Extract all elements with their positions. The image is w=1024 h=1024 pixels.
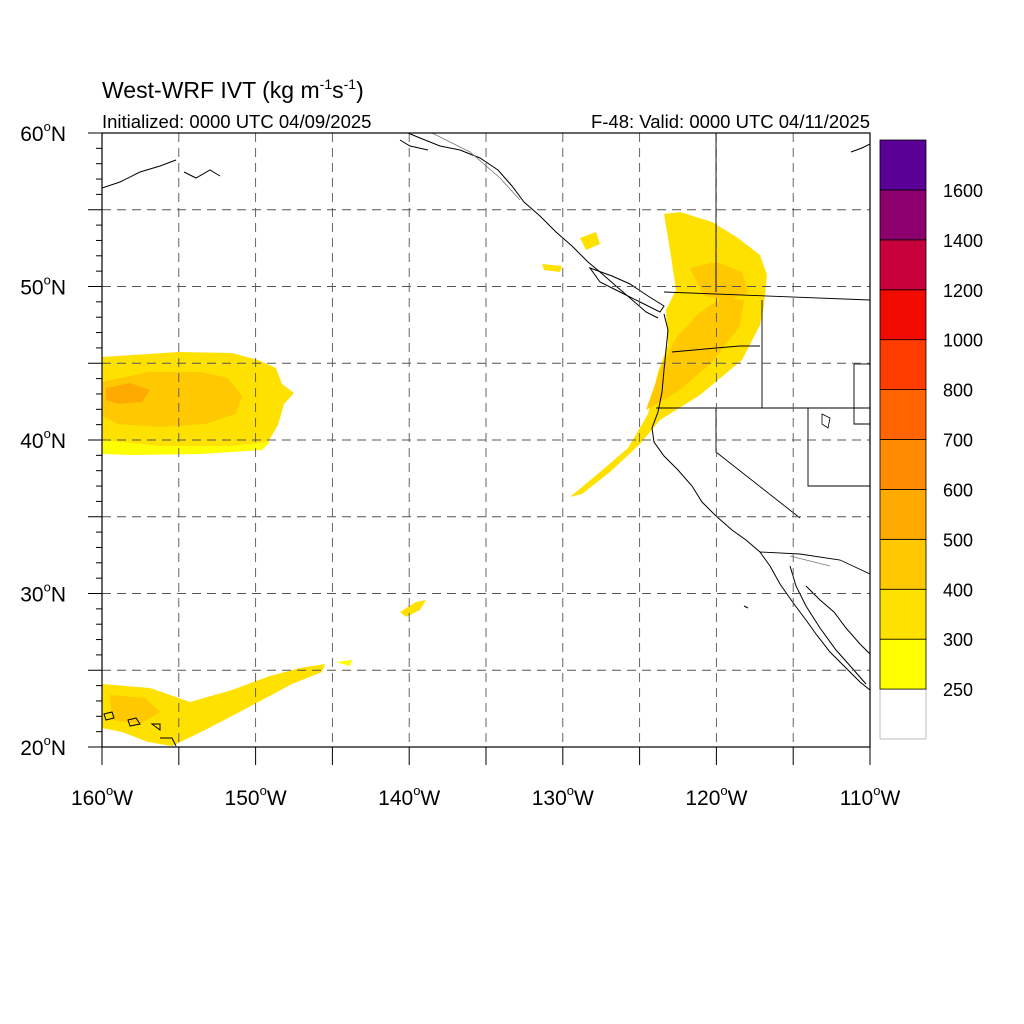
latitude-labels: 60oN 50oN 40oN 30oN 20oN (20, 119, 66, 760)
ivt-shading (102, 212, 767, 746)
colorbar-label: 600 (943, 480, 973, 500)
colorbar-label: 1200 (943, 281, 983, 301)
colorbar-swatch (879, 489, 927, 540)
colorbar-label: 700 (943, 431, 973, 451)
ivt-region-atmospheric-river-core-north (690, 262, 748, 300)
colorbar-label: 400 (943, 580, 973, 600)
ivt-region-small-plume-2 (580, 232, 600, 250)
ivt-region-small-plume-1 (400, 600, 426, 617)
colorbar-swatch (879, 638, 927, 690)
colorbar-swatch (879, 339, 927, 390)
longitude-label: 120oW (685, 783, 747, 810)
latitude-label: 30oN (20, 580, 66, 607)
colorbar-label: 250 (943, 680, 973, 700)
longitude-label: 110oW (840, 783, 901, 810)
colorbar-swatch (879, 139, 927, 191)
colorbar-label: 300 (943, 630, 973, 650)
graticule (102, 133, 870, 747)
longitude-label: 150oW (225, 783, 287, 810)
latitude-label: 50oN (20, 273, 66, 300)
colorbar-swatch (879, 289, 927, 341)
valid-time: F-48: Valid: 0000 UTC 04/11/2025 (591, 111, 870, 132)
colorbar-label: 1000 (943, 331, 983, 351)
colorbar-swatch (879, 688, 927, 740)
longitude-labels: 160oW 150oW 140oW 130oW 120oW 110oW (71, 783, 901, 810)
colorbar-swatch (879, 588, 927, 640)
axis-ticks (88, 132, 871, 765)
colorbar-label: 1400 (943, 231, 983, 251)
longitude-label: 140oW (378, 783, 440, 810)
longitude-label: 160oW (71, 783, 133, 810)
ivt-colorbar: 250 300 400 500 600 700 800 1000 1200 1400 1600 (879, 139, 983, 740)
ivt-region-subtropical-band (102, 664, 325, 746)
longitude-label: 130oW (532, 783, 594, 810)
latitude-label: 20oN (20, 733, 66, 760)
great-salt-lake (821, 413, 831, 429)
colorbar-swatch (879, 239, 927, 291)
ivt-region-atmospheric-river-core (646, 298, 744, 410)
latitude-label: 60oN (20, 119, 66, 146)
ivt-region-small-plume-3 (542, 264, 562, 272)
ivt-region-subtropical-band-core (110, 695, 160, 724)
map-panel: 60oN 50oN 40oN 30oN 20oN 160oW 150oW 140oW 130o… (20, 119, 900, 810)
ivt-region-central-pacific-max (106, 383, 150, 404)
colorbar-label: 1600 (943, 181, 983, 201)
ivt-region-speck (336, 660, 352, 666)
colorbar-swatch (879, 189, 927, 241)
colorbar-swatch (879, 439, 927, 490)
initialized-time: Initialized: 0000 UTC 04/09/2025 (102, 111, 371, 132)
political-borders-light (431, 133, 831, 567)
latitude-label: 40oN (20, 426, 66, 453)
colorbar-swatch (879, 389, 927, 440)
ivt-region-central-pacific-edge (102, 440, 270, 455)
map-title: West-WRF IVT (kg m-1s-1) (102, 76, 364, 103)
colorbar-label: 500 (943, 530, 973, 550)
colorbar-swatch (879, 538, 927, 590)
colorbar-label: 800 (943, 381, 973, 401)
